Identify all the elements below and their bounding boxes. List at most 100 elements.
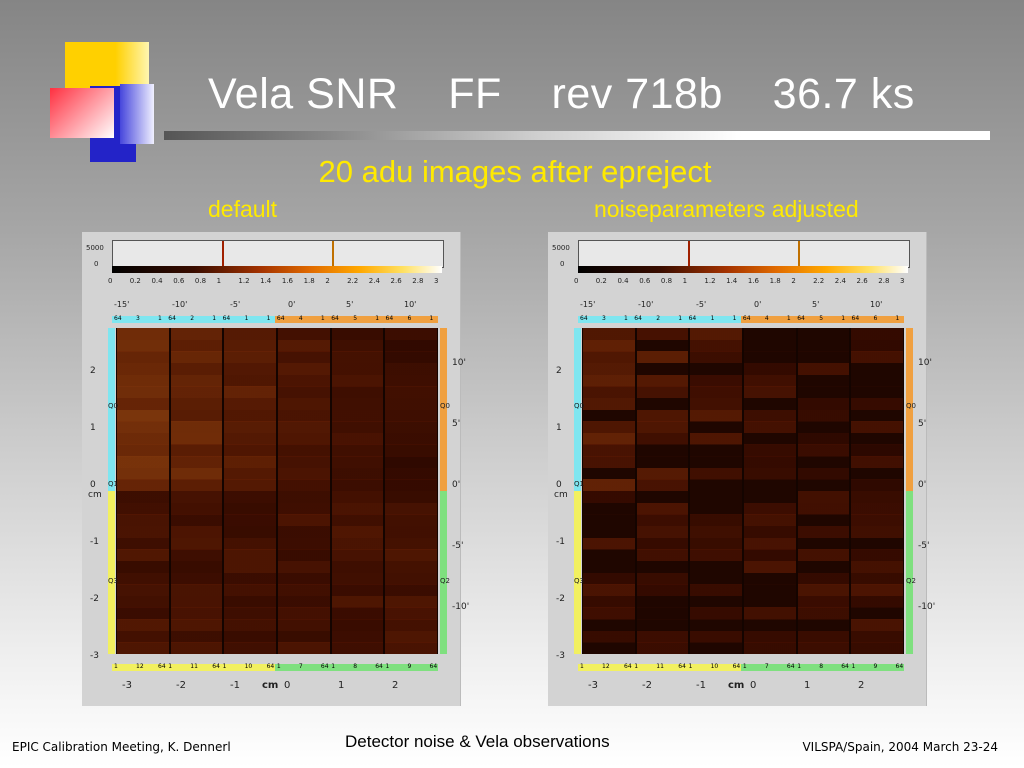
label-noiseparameters: noiseparameters adjusted (594, 196, 859, 222)
ccd-row-segment (331, 630, 384, 643)
ccd-row-segment (331, 595, 384, 608)
ccd-row-segment (170, 595, 223, 608)
ccd-row-segment (851, 386, 903, 399)
ccd-row-segment (583, 374, 635, 387)
ccd-row-segment (636, 630, 689, 643)
ccd-row-segment (744, 560, 796, 573)
cbar-tick-label: 2.8 (878, 277, 890, 285)
ccd-row-segment (851, 642, 903, 654)
ccd-row-segment (331, 421, 384, 434)
ccd-row-segment (690, 444, 742, 457)
ccd-row-segment (331, 619, 384, 632)
ccd-row-segment (385, 328, 437, 341)
ccd-band-label: 64 (158, 663, 166, 670)
ccd-row-segment (797, 607, 850, 620)
ccd-band-label: 1 (385, 663, 390, 670)
ccd-row-segment (278, 514, 330, 527)
ccd-row-segment (690, 351, 742, 364)
ccd-row-segment (583, 607, 635, 620)
ccd-row-segment (331, 549, 384, 562)
ccd-row-segment (278, 584, 330, 597)
ccd-row-segment (636, 525, 689, 539)
ccd-row-segment (170, 444, 223, 457)
ccd-band-label: 1 (429, 315, 434, 322)
ccd-row-segment (851, 351, 903, 364)
cbar-tick-label: 1.6 (281, 277, 293, 285)
ccd-row-segment (278, 351, 330, 364)
ccd-band-label: 1 (222, 663, 227, 670)
ccd-row-segment (583, 421, 635, 434)
cbar-tick-label: 1.2 (704, 277, 716, 285)
cbar-tick-label: 3 (900, 277, 905, 285)
ccd-row-segment (583, 549, 635, 562)
ccd-row-segment (385, 537, 437, 550)
cbar-tick-label: 0.2 (595, 277, 607, 285)
cbar-top-label: 5000 (86, 244, 104, 252)
ccd-row-segment (851, 467, 903, 480)
ccd-band-label: 64 (429, 663, 438, 670)
ccd-row-segment (385, 456, 437, 469)
ccd-row-segment (851, 619, 903, 632)
ccd-row-segment (744, 432, 796, 445)
cm-tick-label: -1 (90, 537, 99, 547)
ccd-row-segment (851, 362, 903, 376)
ccd-row-segment (170, 339, 223, 352)
ccd-band-label: 64 (266, 663, 275, 670)
ccd-band-label: 64 (742, 315, 751, 322)
ccd-row-segment (117, 572, 169, 585)
cm-unit-bottom: cm (728, 680, 745, 691)
ccd-row-segment (331, 479, 384, 492)
ccd-row-segment (636, 421, 689, 434)
ccd-row-segment (331, 514, 384, 527)
ccd-row-segment (851, 491, 903, 504)
arcmin-right-label: 0' (452, 480, 461, 490)
ccd-band-label: 1 (851, 663, 856, 670)
ccd-row-segment (583, 328, 635, 341)
detector-image (116, 328, 438, 654)
cbar-tick-label: 0.6 (639, 277, 651, 285)
cbar-tick-label: 2.8 (412, 277, 424, 285)
ccd-row-segment (224, 397, 276, 410)
ccd-row-segment (385, 374, 437, 387)
ccd-row-segment (170, 362, 223, 376)
ccd-row-segment (117, 432, 169, 445)
ccd-row-segment (331, 339, 384, 352)
ccd-row-segment (117, 479, 169, 492)
ccd-band-label: 1 (786, 315, 791, 322)
ccd-row-segment (744, 397, 796, 410)
ccd-row-segment (851, 572, 903, 585)
ccd-row-segment (331, 328, 384, 341)
ccd-row-segment (331, 572, 384, 585)
cbar-tick-label: 0.6 (173, 277, 185, 285)
cm-unit-bottom: cm (262, 680, 279, 691)
ccd-row-segment (224, 537, 276, 550)
arcmin-right-label: 5' (918, 419, 927, 429)
cm-tick-label: -3 (90, 651, 99, 661)
ccd-row-segment (385, 409, 437, 422)
ccd-row-segment (170, 572, 223, 585)
left-quadrant-bar (574, 328, 581, 491)
ccd-row-segment (278, 374, 330, 387)
right-quadrant-bar (440, 491, 447, 654)
ccd-row-segment (583, 479, 635, 492)
ccd-row-segment (690, 362, 742, 376)
ccd-row-segment (797, 432, 850, 445)
ccd-row-segment (851, 328, 903, 341)
cbar-tick-label: 0.4 (617, 277, 629, 285)
ccd-row-segment (583, 491, 635, 504)
ccd-row-segment (117, 595, 169, 608)
ccd-row-segment (278, 456, 330, 469)
ccd-row-segment (278, 630, 330, 643)
quadrant-label: Q3 (108, 577, 118, 585)
ccd-row-segment (331, 525, 384, 539)
ccd-row-segment (690, 339, 742, 352)
ccd-row-segment (851, 374, 903, 387)
ccd-row-segment (744, 362, 796, 376)
ccd-band-label: 1 (841, 315, 846, 322)
ccd-band-label: 2 (190, 315, 195, 322)
ccd-row-segment (385, 362, 437, 376)
ccd-row-segment (744, 421, 796, 434)
ccd-row-segment (583, 386, 635, 399)
cm-bottom-label: 0 (284, 680, 291, 691)
cm-tick-label: 2 (90, 366, 96, 376)
